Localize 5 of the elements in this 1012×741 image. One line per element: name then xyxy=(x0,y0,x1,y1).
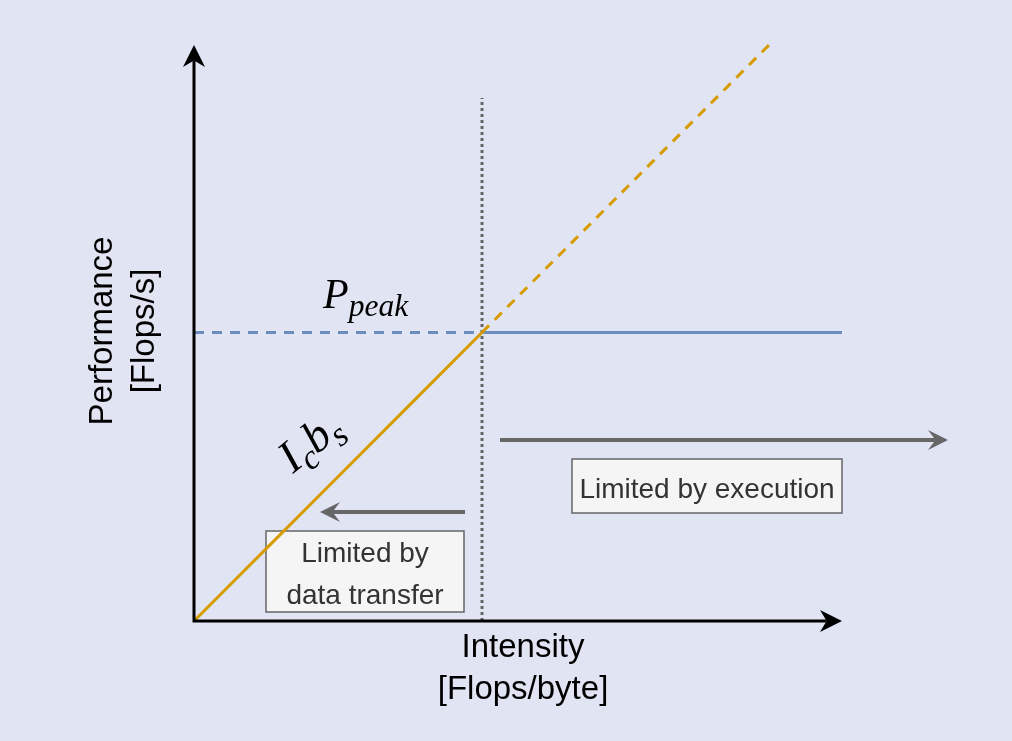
x-axis-title: Intensity [Flops/byte] xyxy=(437,627,609,707)
annotation: Limited by execution xyxy=(579,472,835,504)
y-axis-title: Performance [Flops/s] xyxy=(82,236,162,426)
annotation: Icbs xyxy=(266,408,356,483)
annotation: Limited by data transfer xyxy=(286,537,444,611)
